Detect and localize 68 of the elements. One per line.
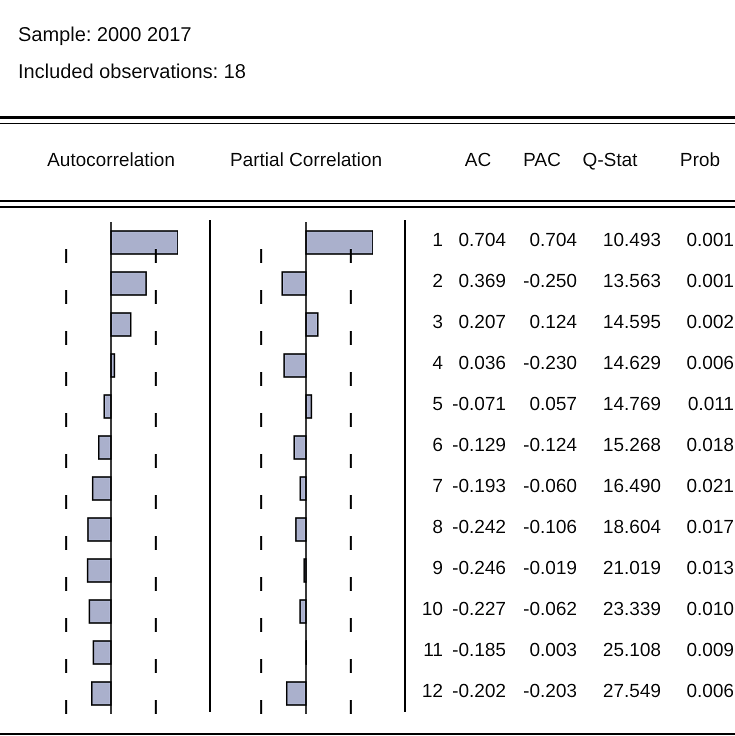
data-label: 0.002 [686,312,734,334]
data-label: 13.563 [602,271,661,293]
data-label: -0.203 [523,681,577,703]
data-label: -0.129 [452,435,506,457]
data-label: 18.604 [602,517,661,539]
data-label: 0.036 [458,353,506,375]
chart-title: Partial Correlation [228,150,384,172]
data-label: 0.010 [686,599,734,621]
data-label: 0.001 [686,271,734,293]
data-label: -0.124 [523,435,577,457]
data-label: -0.019 [523,558,577,580]
x-axis-title: AC [464,150,492,172]
data-label: -0.060 [523,476,577,498]
text: PAC [522,150,562,172]
y-tick-label: 9 [431,558,443,580]
data-label: 10.493 [602,230,661,252]
data-label: 0.369 [458,271,506,293]
data-label: 0.018 [686,435,734,457]
data-label: 27.549 [602,681,661,703]
data-label: 14.629 [602,353,661,375]
data-label: 14.595 [602,312,661,334]
data-label: -0.202 [452,681,506,703]
data-label: -0.230 [523,353,577,375]
y-tick-label: 8 [431,517,443,539]
y-tick-label: 7 [431,476,443,498]
data-label: 21.019 [602,558,661,580]
data-label: 0.003 [529,640,577,662]
y-tick-label: 3 [431,312,443,334]
data-label: 0.011 [688,394,734,416]
data-label: 0.017 [686,517,734,539]
data-label: -0.106 [523,517,577,539]
data-label: 0.704 [529,230,577,252]
data-label: 0.704 [458,230,506,252]
data-label: -0.227 [452,599,506,621]
data-label: -0.185 [452,640,506,662]
data-label: -0.246 [452,558,506,580]
y-tick-label: 1 [431,230,443,252]
data-label: 16.490 [602,476,661,498]
chart-title: Autocorrelation [46,150,176,172]
data-label: -0.071 [452,394,506,416]
data-label: 0.009 [686,640,734,662]
text: Included observations: 18 [18,61,246,84]
text: Q-Stat [582,150,638,172]
data-label: -0.193 [452,476,506,498]
y-tick-label: 11 [422,640,443,662]
data-label: 0.057 [529,394,577,416]
data-label: 23.339 [602,599,661,621]
data-label: -0.250 [523,271,577,293]
data-label: 15.268 [602,435,661,457]
y-tick-label: 2 [431,271,443,293]
data-label: -0.242 [452,517,506,539]
y-tick-label: 10 [420,599,443,621]
data-label: 14.769 [602,394,661,416]
text: Prob [678,150,722,172]
data-label: 25.108 [602,640,661,662]
data-label: 0.013 [686,558,734,580]
data-label: 0.006 [686,681,734,703]
y-tick-label: 12 [420,681,443,703]
y-tick-label: 4 [431,353,443,375]
data-label: 0.207 [458,312,506,334]
data-label: 0.001 [686,230,734,252]
data-label: 0.124 [529,312,577,334]
data-label: 0.006 [686,353,734,375]
data-label: 0.021 [686,476,734,498]
text: Sample: 2000 2017 [18,24,192,47]
y-tick-label: 5 [431,394,443,416]
y-tick-label: 6 [431,435,443,457]
data-label: -0.062 [523,599,577,621]
